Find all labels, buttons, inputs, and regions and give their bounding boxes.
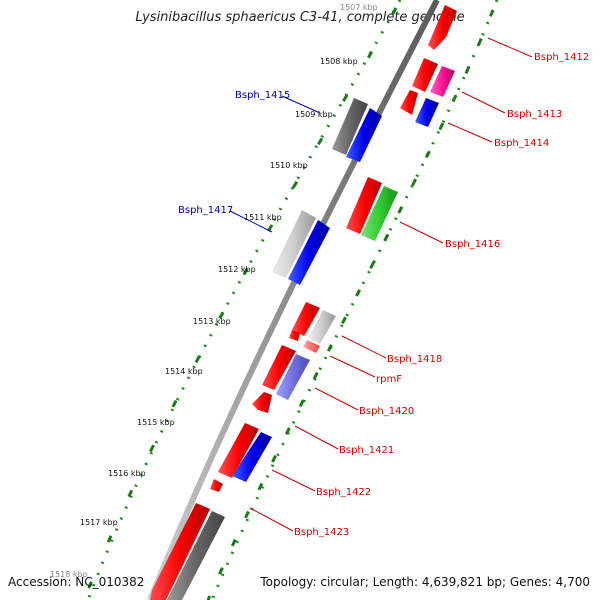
- leader-lines-rev: [229, 95, 321, 233]
- kbp-label: 1513 kbp: [193, 317, 231, 326]
- kbp-label: 1512 kbp: [218, 265, 256, 274]
- gene-label-bsph-1416[interactable]: Bsph_1416: [445, 239, 500, 250]
- gene-bsph-1413-red[interactable]: [412, 58, 438, 92]
- gene-bsph-1423-red[interactable]: [150, 503, 210, 600]
- gene-label-bsph-1412[interactable]: Bsph_1412: [534, 52, 589, 63]
- leader-lines-fwd: [249, 37, 533, 532]
- gene-bsph-1420[interactable]: [276, 354, 310, 400]
- gene-bsph-1420-small[interactable]: [252, 392, 272, 413]
- gene-bsph-1416[interactable]: [361, 186, 398, 241]
- gene-rpmF[interactable]: [303, 340, 320, 353]
- gene-bsph-1413[interactable]: [430, 66, 455, 97]
- kbp-label: 1516 kbp: [108, 469, 146, 478]
- gene-labels: Bsph_1412 Bsph_1413 Bsph_1414 Bsph_1415 …: [178, 52, 589, 538]
- gene-label-bsph-1423[interactable]: Bsph_1423: [294, 527, 349, 538]
- gene-label-bsph-1421[interactable]: Bsph_1421: [339, 445, 394, 456]
- gene-bsph-1417[interactable]: [288, 220, 330, 285]
- gene-label-bsph-1420[interactable]: Bsph_1420: [359, 406, 414, 417]
- kbp-label: 1514 kbp: [165, 367, 203, 376]
- gene-bsph-1418[interactable]: [308, 310, 336, 344]
- genome-summary: Topology: circular; Length: 4,639,821 bp…: [260, 575, 590, 589]
- kbp-label: 1517 kbp: [80, 518, 118, 527]
- gene-bsph-1421[interactable]: [232, 432, 272, 482]
- gene-bsph-1417-grey[interactable]: [272, 210, 316, 278]
- gene-bsph-1421-red[interactable]: [218, 423, 259, 478]
- gene-bsph-1412[interactable]: [428, 5, 457, 50]
- gene-bsph-1423[interactable]: [167, 511, 225, 600]
- gene-bsph-1415-grey[interactable]: [332, 98, 368, 155]
- gene-label-bsph-1417[interactable]: Bsph_1417: [178, 205, 233, 216]
- gene-label-bsph-1418[interactable]: Bsph_1418: [387, 354, 442, 365]
- gene-bsph-1414-red[interactable]: [400, 90, 418, 115]
- gene-bsph-1414[interactable]: [415, 98, 439, 127]
- kbp-label: 1509 kbp: [295, 110, 333, 119]
- gene-label-bsph-1413[interactable]: Bsph_1413: [507, 109, 562, 120]
- gene-bsph-1420-red[interactable]: [262, 345, 296, 390]
- gene-label-bsph-1414[interactable]: Bsph_1414: [494, 138, 549, 149]
- gene-bsph-1416-red[interactable]: [346, 177, 382, 234]
- kbp-label: 1507 kbp: [340, 3, 378, 12]
- gene-label-bsph-1422[interactable]: Bsph_1422: [316, 487, 371, 498]
- gene-bsph-1415[interactable]: [346, 108, 382, 162]
- accession-label: Accession: NC_010382: [8, 575, 145, 589]
- gene-label-rpmF[interactable]: rpmF: [376, 374, 402, 385]
- gene-small-red[interactable]: [289, 330, 300, 341]
- kbp-label: 1518 kbp: [50, 570, 88, 579]
- gene-bsph-1418-red[interactable]: [292, 302, 320, 336]
- map-title: Lysinibacillus sphaericus C3-41, complet…: [135, 10, 465, 25]
- outer-tick-ring-dashes: [206, 9, 495, 600]
- gene-bsph-1422[interactable]: [210, 479, 223, 492]
- kbp-label: 1508 kbp: [320, 57, 358, 66]
- kbp-label: 1510 kbp: [270, 161, 308, 170]
- kbp-label: 1511 kbp: [244, 213, 282, 222]
- kbp-labels: 1507 kbp 1508 kbp 1509 kbp 1510 kbp 1511…: [50, 3, 378, 579]
- inner-tick-ring-dashes: [82, 7, 398, 600]
- kbp-label: 1515 kbp: [137, 418, 175, 427]
- gene-label-bsph-1415[interactable]: Bsph_1415: [235, 90, 290, 101]
